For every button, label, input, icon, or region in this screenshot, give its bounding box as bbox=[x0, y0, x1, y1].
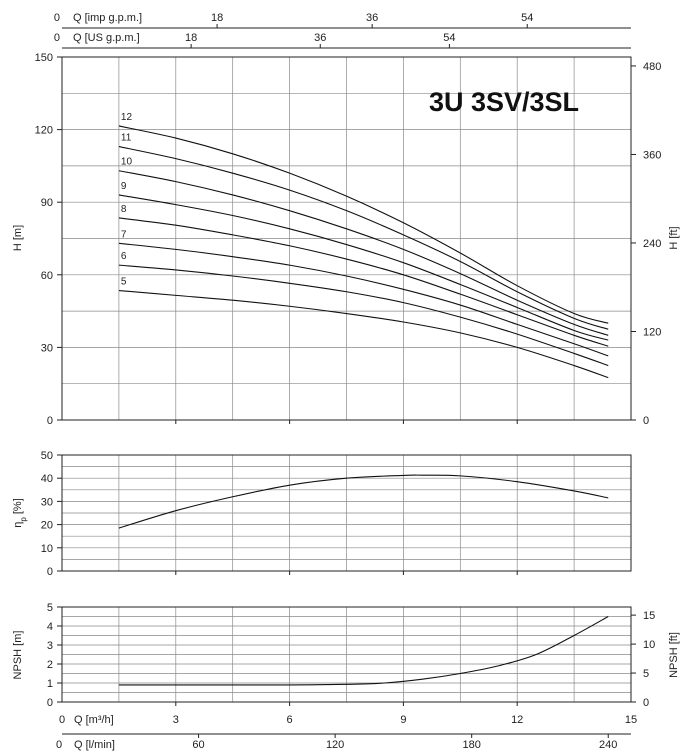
head-curve-11 bbox=[118, 146, 609, 330]
head-curve-10 bbox=[118, 170, 609, 336]
head-curve-label: 7 bbox=[121, 229, 127, 240]
head-ytick-label: 0 bbox=[47, 415, 53, 427]
axis-lmin-tick-label: 60 bbox=[192, 739, 204, 751]
axis-m3h-label: Q [m³/h] bbox=[74, 714, 114, 726]
axis-us-gpm-label: Q [US g.p.m.] bbox=[73, 32, 140, 44]
head-curve-label: 5 bbox=[121, 277, 127, 288]
head-curve-label: 12 bbox=[121, 112, 133, 123]
npsh-ytick-label: 2 bbox=[47, 659, 53, 671]
head-ylabel: H [m] bbox=[12, 225, 24, 251]
efficiency-ytick-label: 30 bbox=[41, 496, 53, 508]
head-curve-5 bbox=[118, 289, 609, 379]
axis-imp-gpm-zero-label: 0 bbox=[54, 12, 60, 24]
head-curve-label: 10 bbox=[121, 157, 133, 168]
axis-us-gpm-tick-label: 18 bbox=[185, 32, 197, 44]
axis-imp-gpm-label: Q [imp g.p.m.] bbox=[73, 12, 142, 24]
npsh-ytick-right-label: 0 bbox=[643, 697, 649, 709]
axis-lmin-tick-label: 120 bbox=[326, 739, 344, 751]
axis-m3h-tick-label: 3 bbox=[173, 714, 179, 726]
head-ytick-right-label: 480 bbox=[643, 61, 661, 73]
head-curve-8 bbox=[118, 217, 609, 347]
head-ytick-label: 150 bbox=[35, 52, 53, 64]
head-ytick-right-label: 0 bbox=[643, 415, 649, 427]
npsh-curve-0 bbox=[118, 616, 609, 686]
npsh-ytick-right-label: 15 bbox=[643, 610, 655, 622]
axis-imp-gpm-tick-label: 18 bbox=[211, 12, 223, 24]
head-curve-label: 8 bbox=[121, 204, 127, 215]
npsh-ytick-label: 3 bbox=[47, 640, 53, 652]
axis-lmin-label: Q [l/min] bbox=[74, 739, 115, 751]
axis-m3h-tick-label: 15 bbox=[625, 714, 637, 726]
efficiency-curve-0 bbox=[118, 474, 609, 529]
axis-lmin-tick-label: 180 bbox=[462, 739, 480, 751]
axis-m3h-zero-label: 0 bbox=[59, 714, 65, 726]
npsh-ytick-label: 0 bbox=[47, 697, 53, 709]
axis-m3h-tick-label: 12 bbox=[511, 714, 523, 726]
npsh-ytick-label: 4 bbox=[47, 621, 53, 633]
head-curve-12 bbox=[118, 125, 609, 324]
axis-us-gpm-tick-label: 36 bbox=[314, 32, 326, 44]
head-curve-6 bbox=[118, 264, 609, 367]
head-curve-label: 9 bbox=[121, 181, 127, 192]
axis-imp-gpm-tick-label: 36 bbox=[366, 12, 378, 24]
head-ytick-right-label: 240 bbox=[643, 238, 661, 250]
axis-us-gpm-tick-label: 54 bbox=[443, 32, 455, 44]
axis-imp-gpm-tick-label: 54 bbox=[521, 12, 533, 24]
head-curve-9 bbox=[118, 194, 609, 341]
efficiency-ytick-label: 40 bbox=[41, 473, 53, 485]
head-ytick-right-label: 120 bbox=[643, 326, 661, 338]
efficiency-ytick-label: 0 bbox=[47, 566, 53, 578]
npsh-frame bbox=[61, 606, 632, 703]
head-curve-label: 11 bbox=[121, 133, 132, 144]
npsh-ylabel: NPSH [m] bbox=[12, 631, 24, 680]
axis-lmin-tick-label: 240 bbox=[599, 739, 617, 751]
axis-m3h-tick-label: 6 bbox=[287, 714, 293, 726]
npsh-ytick-label: 1 bbox=[47, 678, 53, 690]
npsh-ytick-label: 5 bbox=[47, 602, 53, 614]
npsh-ylabel-right: NPSH [ft] bbox=[668, 632, 680, 678]
efficiency-ytick-label: 20 bbox=[41, 520, 53, 532]
axis-us-gpm-zero-label: 0 bbox=[54, 32, 60, 44]
head-ylabel-right: H [ft] bbox=[668, 226, 680, 249]
head-curve-7 bbox=[118, 242, 609, 357]
head-ytick-label: 60 bbox=[41, 270, 53, 282]
chart-title: 3U 3SV/3SL bbox=[429, 87, 579, 117]
efficiency-ytick-label: 50 bbox=[41, 450, 53, 462]
head-frame bbox=[61, 56, 632, 421]
axis-lmin-zero-label: 0 bbox=[56, 739, 62, 751]
npsh-ytick-right-label: 10 bbox=[643, 639, 655, 651]
head-ytick-label: 120 bbox=[35, 125, 53, 137]
efficiency-ytick-label: 10 bbox=[41, 543, 53, 555]
head-curve-label: 6 bbox=[121, 251, 127, 262]
head-ytick-label: 30 bbox=[41, 342, 53, 354]
axis-m3h-tick-label: 9 bbox=[400, 714, 406, 726]
head-ytick-right-label: 360 bbox=[643, 149, 661, 161]
efficiency-frame bbox=[61, 454, 632, 572]
npsh-ytick-right-label: 5 bbox=[643, 668, 649, 680]
head-ytick-label: 90 bbox=[41, 197, 53, 209]
efficiency-ylabel: ηp [%] bbox=[12, 498, 28, 528]
